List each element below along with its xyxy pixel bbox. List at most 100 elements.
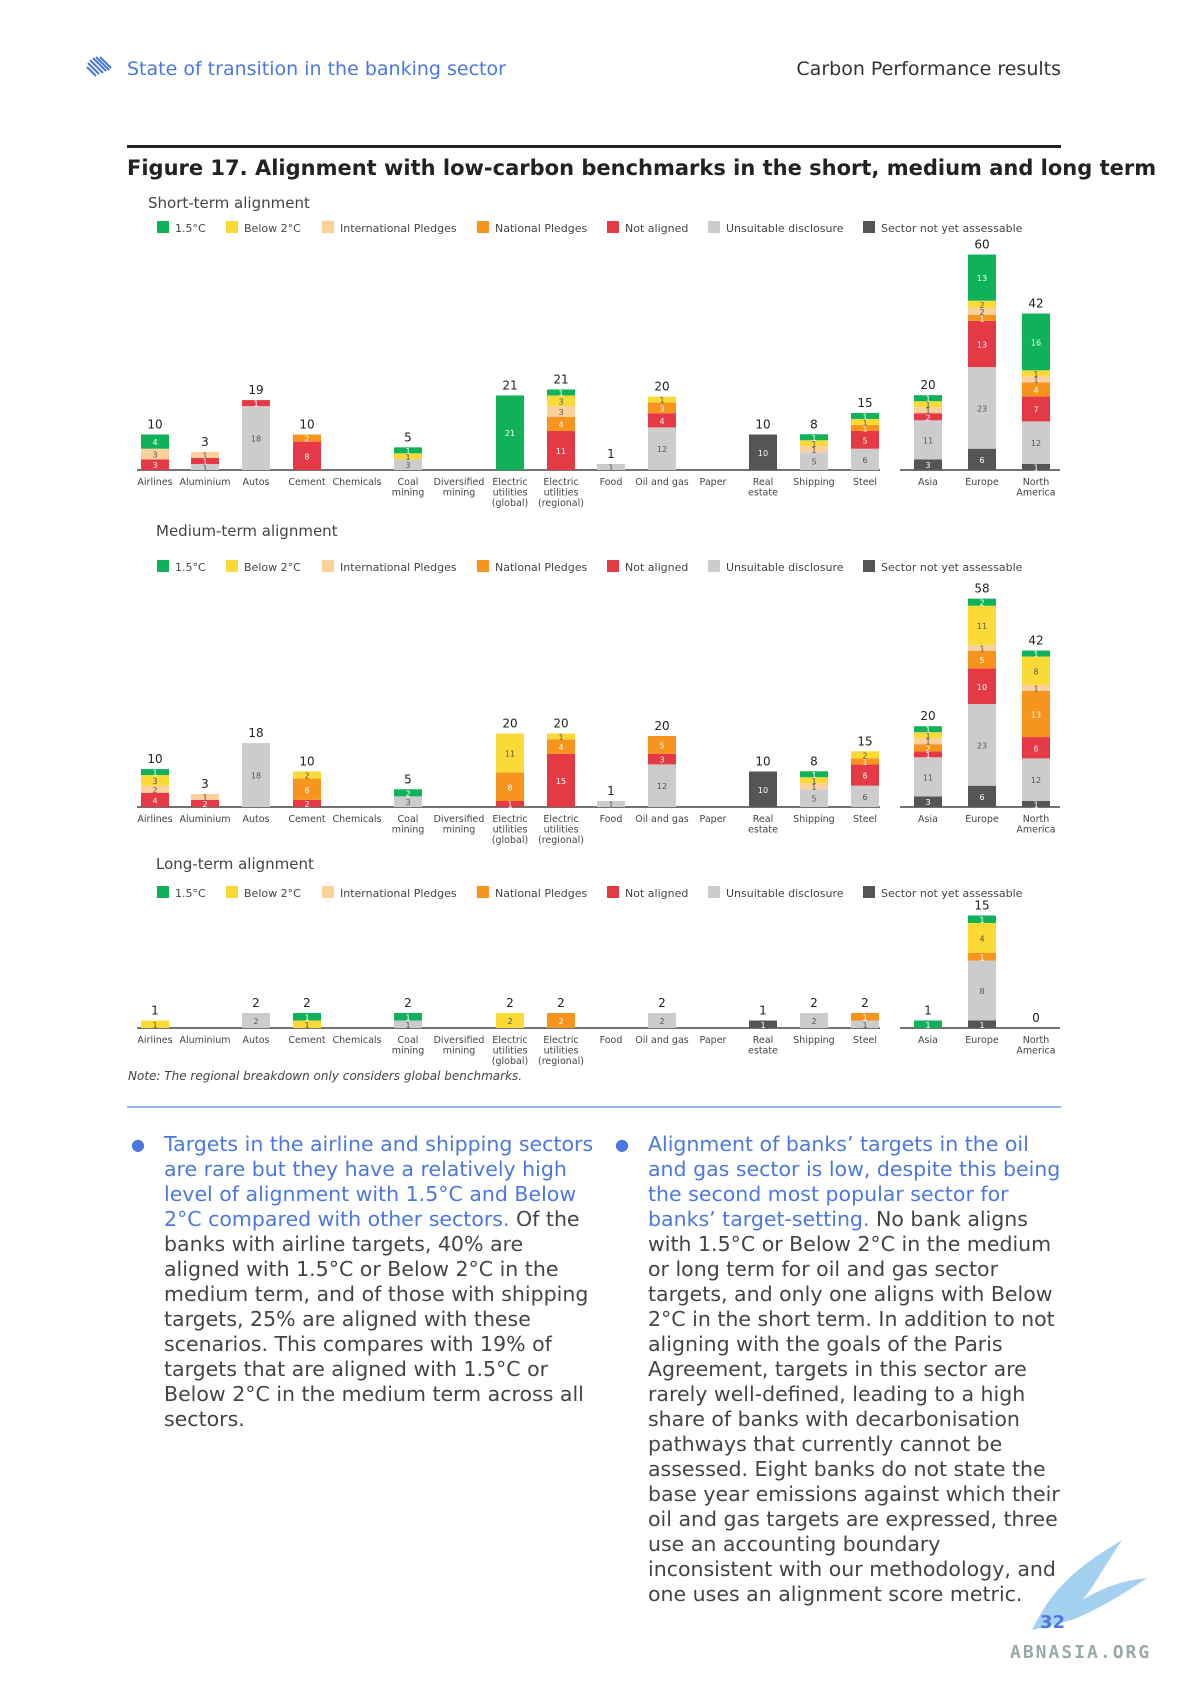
- total-label: 8: [810, 417, 818, 431]
- segment-label: 1: [925, 751, 930, 760]
- category-label: estate: [748, 488, 778, 499]
- total-label: 2: [252, 996, 260, 1010]
- legend-label: Below 2°C: [244, 561, 301, 574]
- segment-label: 1: [979, 953, 984, 962]
- legend-label: International Pledges: [340, 561, 457, 574]
- category-label: Autos: [242, 1035, 269, 1046]
- segment-label: 4: [979, 935, 984, 944]
- total-label: 21: [553, 372, 568, 386]
- segment-label: 1: [1033, 684, 1038, 693]
- total-label: 10: [755, 418, 770, 432]
- bar-segment: [191, 793, 219, 800]
- col1-highlight: Targets in the airline and shipping sect…: [164, 1132, 594, 1231]
- segment-label: 8: [304, 452, 309, 461]
- bar-segment: [749, 434, 777, 470]
- total-label: 10: [147, 418, 162, 432]
- bar-segment: [914, 732, 942, 739]
- segment-label: 15: [556, 777, 566, 786]
- category-label: Steel: [853, 477, 877, 488]
- bar-segment: [914, 726, 942, 733]
- bar-segment: [141, 775, 169, 786]
- legend-label: Unsuitable disclosure: [726, 222, 844, 235]
- legend-swatch: [477, 886, 489, 898]
- category-label: Electric: [492, 814, 527, 825]
- bar-segment: [191, 458, 219, 464]
- category-label: Autos: [242, 814, 269, 825]
- bar-segment: [1022, 464, 1050, 470]
- total-label: 19: [248, 383, 263, 397]
- segment-label: 12: [657, 445, 667, 454]
- bar-segment: [914, 420, 942, 460]
- segment-label: 11: [556, 447, 566, 456]
- segment-label: 6: [862, 456, 867, 465]
- bar-segment: [141, 448, 169, 460]
- total-label: 20: [920, 709, 935, 723]
- legend-label: 1.5°C: [175, 887, 206, 900]
- segment-label: 1: [925, 732, 930, 741]
- legend-swatch: [607, 886, 619, 898]
- bar-segment: [1022, 421, 1050, 464]
- legend-label: Below 2°C: [244, 887, 301, 900]
- figure-note: Note: The regional breakdown only consid…: [128, 1069, 523, 1083]
- total-label: 18: [248, 726, 263, 740]
- segment-label: 3: [152, 461, 157, 470]
- segment-label: 4: [659, 417, 664, 426]
- segment-label: 1: [152, 769, 157, 778]
- section-separator: [127, 1106, 1061, 1108]
- segment-label: 1: [862, 424, 867, 433]
- category-label: Autos: [242, 477, 269, 488]
- category-label: (regional): [538, 498, 584, 509]
- segment-label: 1: [862, 1013, 867, 1022]
- category-label: Steel: [853, 1035, 877, 1046]
- total-label: 1: [759, 1004, 767, 1018]
- segment-label: 2: [202, 800, 207, 809]
- segment-label: 2: [405, 789, 410, 798]
- segment-label: 1: [862, 758, 867, 767]
- bar-segment: [394, 796, 422, 807]
- legend-label: Unsuitable disclosure: [726, 887, 844, 900]
- category-label: Food: [600, 1035, 623, 1046]
- bar-segment: [914, 1020, 942, 1028]
- segment-label: 1: [811, 771, 816, 780]
- legend-swatch: [708, 886, 720, 898]
- bar-segment: [597, 801, 625, 807]
- bar-segment: [914, 738, 942, 745]
- category-label: Diversified: [434, 477, 485, 488]
- category-label: Steel: [853, 814, 877, 825]
- category-label: estate: [748, 825, 778, 836]
- legend-label: Not aligned: [625, 561, 688, 574]
- segment-label: 18: [251, 435, 261, 444]
- total-label: 2: [506, 996, 514, 1010]
- segment-label: 6: [1033, 744, 1038, 753]
- segment-label: 13: [977, 340, 987, 349]
- bar-segment: [914, 459, 942, 470]
- bar-segment: [851, 764, 879, 786]
- category-label: Diversified: [434, 1035, 485, 1046]
- legend-swatch: [477, 560, 489, 572]
- total-label: 1: [924, 1004, 932, 1018]
- bar-segment: [968, 704, 996, 786]
- segment-label: 2: [979, 308, 984, 317]
- bar-segment: [968, 668, 996, 705]
- bar-segment: [851, 785, 879, 807]
- category-label: Asia: [918, 477, 938, 488]
- report-title: State of transition in the banking secto…: [127, 58, 506, 80]
- segment-label: 1: [811, 434, 816, 443]
- bar-segment: [800, 771, 828, 778]
- legend-label: Not aligned: [625, 887, 688, 900]
- total-label: 20: [654, 380, 669, 394]
- category-label: Diversified: [434, 814, 485, 825]
- bar-segment: [968, 915, 996, 923]
- bar-segment: [191, 452, 219, 458]
- legend-label: Below 2°C: [244, 222, 301, 235]
- alignment-charts: Short-term alignment 1.5°C Below 2°C Intern…: [137, 194, 1060, 1067]
- category-label: utilities: [493, 488, 528, 499]
- segment-label: 12: [1031, 439, 1041, 448]
- bar-segment: [394, 789, 422, 797]
- bar-segment: [749, 771, 777, 807]
- bar-segment: [1022, 656, 1050, 685]
- bar-segment: [547, 733, 575, 740]
- section-title: Carbon Performance results: [796, 58, 1061, 80]
- total-label: 21: [502, 378, 517, 392]
- segment-label: 12: [1031, 776, 1041, 785]
